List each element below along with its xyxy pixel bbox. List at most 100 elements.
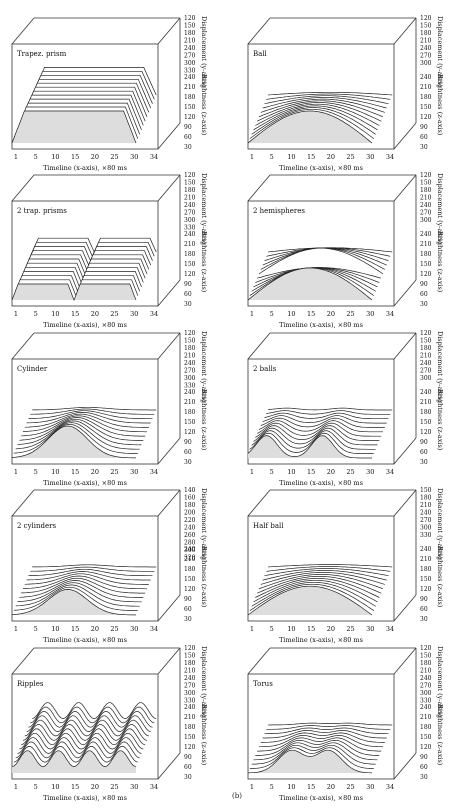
x-tick-label: 30 <box>366 310 374 318</box>
profile-fill <box>13 746 138 769</box>
profile-line <box>258 100 384 118</box>
x-tick-label: 15 <box>71 783 79 791</box>
y-tick-label: 240 <box>184 360 196 367</box>
panel-edge <box>393 122 417 150</box>
profile-line <box>28 568 153 577</box>
profile-line <box>26 412 151 424</box>
y-tick-label: 210 <box>420 195 432 202</box>
y-tick-label: 210 <box>184 38 196 45</box>
profile-line <box>17 737 142 754</box>
panel-edge <box>393 594 417 622</box>
profile-line <box>268 722 393 726</box>
x-tick-label: 30 <box>366 625 374 633</box>
z-tick-label: 30 <box>184 301 192 308</box>
x-tick-label: 34 <box>386 310 394 318</box>
y-tick-label: 330 <box>420 532 432 539</box>
chart-title: 2 balls <box>253 365 277 373</box>
z-tick-label: 210 <box>184 84 196 91</box>
x-tick-label: 20 <box>327 153 335 161</box>
y-tick-label: 220 <box>184 517 196 524</box>
profile-line <box>11 110 137 144</box>
y-tick-label: 240 <box>184 202 196 209</box>
y-tick-label: 270 <box>420 517 432 524</box>
y-tick-label: 180 <box>420 345 432 352</box>
y-tick-label: 210 <box>420 38 432 45</box>
z-tick-label: 90 <box>420 754 428 761</box>
profile-line <box>258 735 384 748</box>
z-tick-label: 120 <box>184 586 196 593</box>
panel-edge <box>157 437 181 465</box>
x-tick-label: 5 <box>34 783 38 791</box>
z-tick-label: 30 <box>420 144 428 151</box>
z-axis-label: Brightness (z-axis) <box>436 389 444 451</box>
z-tick-label: 240 <box>184 231 196 238</box>
panel-edge <box>393 489 417 517</box>
x-tick-label: 1 <box>250 153 254 161</box>
y-tick-label: 150 <box>420 487 432 494</box>
y-tick-label: 180 <box>420 495 432 502</box>
y-tick-label: 330 <box>184 68 196 75</box>
x-tick-label: 25 <box>110 310 118 318</box>
z-tick-label: 210 <box>420 84 432 91</box>
y-tick-label: 270 <box>420 53 432 60</box>
y-tick-label: 270 <box>420 210 432 217</box>
x-tick-label: 30 <box>130 625 138 633</box>
profile-line <box>13 106 139 139</box>
profile-fill <box>12 589 136 615</box>
profile-fill <box>30 707 155 730</box>
z-axis-label: Brightness (z-axis) <box>200 704 208 766</box>
z-axis-label: Brightness (z-axis) <box>436 546 444 608</box>
x-tick-label: 15 <box>71 625 79 633</box>
z-tick-label: 90 <box>184 124 192 131</box>
panel-edge <box>157 17 181 45</box>
profile-line <box>266 725 391 730</box>
panel-edge <box>11 332 35 360</box>
profile-line <box>253 105 378 131</box>
x-axis-label: Timeline (x-axis), ×80 ms <box>279 636 363 644</box>
x-tick-label: 15 <box>307 468 315 476</box>
chart-title: Ball <box>253 50 268 58</box>
z-tick-label: 120 <box>420 429 432 436</box>
profile-line <box>260 98 385 113</box>
z-tick-label: 90 <box>184 439 192 446</box>
panel-edge <box>157 647 181 675</box>
x-tick-label: 10 <box>287 625 295 633</box>
profile-fill <box>26 715 151 739</box>
panel-edge <box>157 279 181 307</box>
profile-line <box>258 247 384 275</box>
profile-line <box>257 737 382 752</box>
x-tick-label: 34 <box>150 783 158 791</box>
profile-line <box>30 408 155 415</box>
y-tick-label: 270 <box>420 368 432 375</box>
x-tick-label: 5 <box>270 783 274 791</box>
profile-line <box>28 74 153 104</box>
profile-fill <box>248 586 372 615</box>
z-tick-label: 150 <box>420 419 432 426</box>
z-tick-label: 210 <box>184 241 196 248</box>
profile-line <box>249 108 375 139</box>
profile-line <box>260 417 385 428</box>
z-tick-label: 120 <box>420 586 432 593</box>
x-tick-label: 30 <box>366 783 374 791</box>
profile-line <box>251 744 376 765</box>
profile-line <box>262 730 387 739</box>
profile-line <box>266 566 391 572</box>
profile-line <box>257 102 382 122</box>
profile-line <box>32 702 157 719</box>
profile-line <box>262 570 387 581</box>
profile-line <box>15 741 140 759</box>
profile-line <box>264 95 389 105</box>
y-tick-label: 120 <box>184 172 196 179</box>
y-tick-label: 150 <box>420 338 432 345</box>
x-tick-label: 5 <box>34 468 38 476</box>
y-tick-label: 120 <box>184 330 196 337</box>
z-axis-label: Brightness (z-axis) <box>200 546 208 608</box>
profile-fill <box>260 418 385 428</box>
profile-fill <box>12 284 136 300</box>
x-tick-label: 1 <box>14 783 18 791</box>
z-tick-label: 240 <box>420 704 432 711</box>
y-tick-label: 120 <box>184 15 196 22</box>
